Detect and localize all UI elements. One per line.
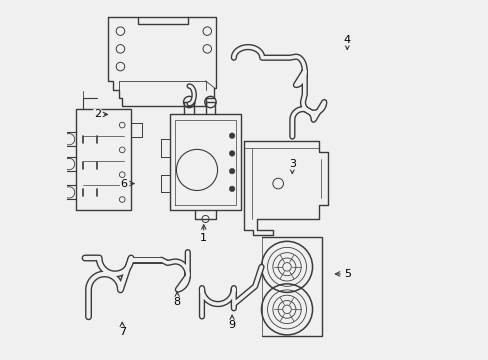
Text: 3: 3: [288, 159, 295, 174]
Text: 8: 8: [173, 292, 181, 307]
Text: 6: 6: [120, 179, 134, 189]
Circle shape: [229, 186, 234, 192]
Text: 5: 5: [335, 269, 350, 279]
Text: 7: 7: [119, 322, 125, 337]
Text: 9: 9: [228, 315, 235, 330]
Circle shape: [229, 133, 234, 139]
Text: 2: 2: [94, 109, 107, 120]
Circle shape: [229, 168, 234, 174]
Text: 4: 4: [343, 35, 350, 49]
Circle shape: [229, 150, 234, 156]
Text: 1: 1: [200, 225, 207, 243]
